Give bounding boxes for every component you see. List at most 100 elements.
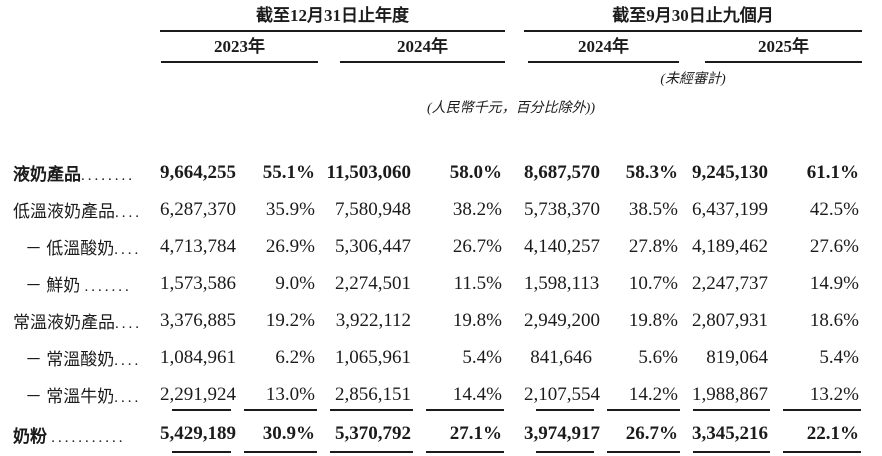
value-9m2024-amount: 2,107,554 — [524, 376, 600, 413]
table-row-chilled-liquid-milk: 低溫液奶產品.... 6,287,370 35.9% 7,580,948 38.… — [0, 191, 862, 228]
value-fy2023-amount: 3,376,885 — [160, 309, 236, 331]
table-row-ambient-yogurt: － 常溫酸奶.... 1,084,961 6.2% 1,065,961 5.4%… — [0, 339, 862, 376]
row-label-ambient-milk: － 常溫牛奶.... — [25, 387, 142, 406]
value-9m2025-amount: 2,807,931 — [692, 309, 768, 331]
spacer — [0, 63, 524, 90]
value-9m2025-amount: 1,988,867 — [681, 376, 771, 413]
value-9m2025-percent: 14.9% — [809, 272, 859, 294]
dot-leader: ....... — [84, 279, 132, 295]
dot-leader: .... — [115, 316, 142, 332]
year-header-2024-nine-months: 2024年 — [524, 31, 681, 63]
value-fy2024-amount: 3,922,112 — [335, 309, 411, 331]
value-fy2023-percent: 35.9% — [265, 198, 315, 220]
dot-leader: .... — [115, 205, 142, 221]
table-row-ambient-milk: － 常溫牛奶.... 2,291,924 13.0% 2,856,151 14.… — [0, 376, 862, 413]
table-row-fresh-milk: － 鮮奶 ....... 1,573,586 9.0% 2,274,501 11… — [0, 265, 862, 302]
spacer — [0, 90, 160, 119]
value-fy2023-percent: 26.9% — [265, 235, 315, 257]
unit-note: (人民幣千元，百分比除外)) — [427, 101, 595, 116]
value-9m2025-amount: 6,437,199 — [692, 198, 768, 220]
table-row-ambient-liquid-milk: 常溫液奶產品.... 3,376,885 19.2% 3,922,112 19.… — [0, 302, 862, 339]
value-fy2023-amount: 1,084,961 — [160, 346, 236, 368]
value-9m2024-amount: 2,949,200 — [524, 309, 600, 331]
value-9m2025-amount: 2,247,737 — [692, 272, 768, 294]
dot-leader: ........ — [81, 168, 135, 184]
year-header-2024-annual: 2024年 — [318, 31, 505, 63]
value-fy2024-amount: 2,274,501 — [335, 272, 411, 294]
value-fy2024-amount: 5,306,447 — [335, 235, 411, 257]
spacer — [505, 413, 524, 455]
value-fy2023-amount: 4,713,784 — [160, 235, 236, 257]
dot-leader: ........... — [51, 429, 126, 446]
dot-leader: .... — [114, 353, 142, 369]
spacer-row — [0, 119, 862, 154]
value-9m2025-amount: 819,064 — [706, 346, 768, 368]
value-fy2024-amount: 1,065,961 — [335, 346, 411, 368]
value-fy2024-percent: 38.2% — [452, 198, 502, 220]
value-9m2024-percent: 14.2% — [595, 376, 681, 413]
financial-breakdown-table: 截至12月31日止年度 截至9月30日止九個月 2023年 2024年 2024… — [0, 0, 862, 455]
row-label-liquid-milk-products: 液奶產品........ — [13, 165, 135, 184]
value-9m2024-amount: 841,646 — [530, 346, 592, 368]
row-label-milk-powder: 奶粉 ........... — [13, 426, 126, 446]
period-header-annual: 截至12月31日止年度 — [160, 0, 505, 32]
spacer — [505, 154, 524, 191]
value-fy2023-amount: 2,291,924 — [160, 376, 236, 413]
spacer — [0, 31, 160, 63]
value-9m2025-percent: 27.6% — [809, 235, 859, 257]
value-9m2024-percent: 10.7% — [628, 272, 678, 294]
spacer — [505, 31, 524, 63]
value-fy2024-amount: 11,503,060 — [326, 161, 411, 183]
value-9m2024-percent: 26.7% — [595, 413, 681, 455]
value-9m2025-percent: 22.1% — [771, 413, 862, 455]
value-9m2024-amount: 1,598,113 — [524, 272, 600, 294]
value-fy2023-amount: 6,287,370 — [160, 198, 236, 220]
value-9m2024-percent: 38.5% — [628, 198, 678, 220]
value-fy2024-amount: 7,580,948 — [335, 198, 411, 220]
value-fy2023-amount: 5,429,189 — [160, 413, 236, 455]
unaudited-note: (未經審計) — [660, 72, 726, 87]
spacer — [505, 228, 524, 265]
value-fy2024-percent: 5.4% — [462, 346, 502, 368]
row-label-chilled-liquid-milk: 低溫液奶產品.... — [13, 202, 142, 221]
value-fy2023-percent: 6.2% — [275, 346, 315, 368]
period-header-row: 截至12月31日止年度 截至9月30日止九個月 — [0, 0, 862, 32]
row-label-fresh-milk: － 鮮奶 ....... — [25, 276, 132, 295]
dot-leader: .... — [114, 242, 142, 258]
spacer — [505, 265, 524, 302]
table-row-chilled-yogurt: － 低溫酸奶.... 4,713,784 26.9% 5,306,447 26.… — [0, 228, 862, 265]
value-9m2024-amount: 4,140,257 — [524, 235, 600, 257]
spacer — [505, 302, 524, 339]
value-9m2024-amount: 8,687,570 — [524, 161, 600, 183]
year-header-2023: 2023年 — [160, 31, 318, 63]
value-fy2023-percent: 55.1% — [262, 161, 315, 183]
value-fy2023-amount: 1,573,586 — [160, 272, 236, 294]
value-fy2024-percent: 14.4% — [414, 376, 505, 413]
value-fy2023-percent: 9.0% — [275, 272, 315, 294]
period-header-nine-months: 截至9月30日止九個月 — [524, 0, 862, 32]
value-9m2024-percent: 58.3% — [625, 161, 678, 183]
value-9m2025-percent: 61.1% — [806, 161, 859, 183]
unaudited-note-row: (未經審計) — [0, 63, 862, 90]
unit-note-row: (人民幣千元，百分比除外)) — [0, 90, 862, 119]
row-label-ambient-liquid-milk: 常溫液奶產品.... — [13, 313, 142, 332]
value-fy2023-percent: 19.2% — [265, 309, 315, 331]
value-9m2025-amount: 4,189,462 — [692, 235, 768, 257]
row-label-ambient-yogurt: － 常溫酸奶.... — [25, 350, 142, 369]
spacer — [505, 339, 524, 376]
spacer — [505, 191, 524, 228]
value-fy2023-percent: 30.9% — [232, 413, 318, 455]
dot-leader: .... — [114, 390, 142, 406]
spacer — [0, 0, 160, 31]
value-9m2024-percent: 19.8% — [628, 309, 678, 331]
value-fy2024-amount: 2,856,151 — [318, 376, 414, 413]
value-9m2025-percent: 18.6% — [809, 309, 859, 331]
table-row-milk-powder: 奶粉 ........... 5,429,189 30.9% 5,370,792… — [0, 413, 862, 455]
value-fy2024-percent: 58.0% — [449, 161, 502, 183]
value-9m2025-percent: 5.4% — [819, 346, 859, 368]
value-9m2024-percent: 5.6% — [638, 346, 678, 368]
value-fy2024-percent: 26.7% — [452, 235, 502, 257]
value-fy2023-percent: 13.0% — [232, 376, 318, 413]
row-label-chilled-yogurt: － 低溫酸奶.... — [25, 239, 142, 258]
value-9m2025-percent: 13.2% — [771, 376, 862, 413]
